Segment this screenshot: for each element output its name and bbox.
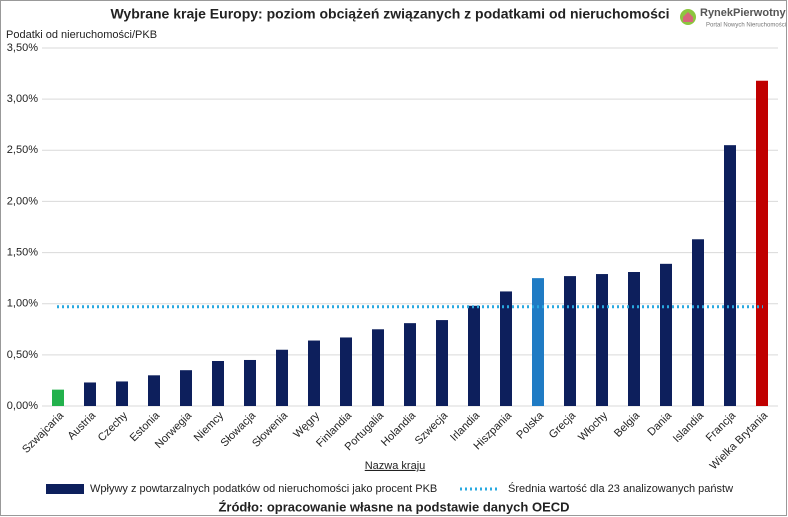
bar <box>212 360 224 406</box>
bar <box>436 320 448 406</box>
y-tick-label: 0,50% <box>7 349 38 361</box>
y-tick-label: 3,00% <box>7 93 38 105</box>
bar <box>660 263 672 406</box>
y-tick-label: 1,00% <box>7 298 38 310</box>
bar <box>340 337 352 406</box>
logo-subtitle: Portal Nowych Nieruchomości <box>706 23 786 29</box>
bar <box>308 340 320 406</box>
source: Źródło: opracowanie własne na podstawie … <box>218 499 569 514</box>
bar <box>756 80 768 406</box>
bar <box>372 329 384 406</box>
bar <box>564 276 576 406</box>
logo: RynekPierwotny Portal Nowych Nieruchomoś… <box>680 7 786 29</box>
bar <box>244 359 256 406</box>
bar <box>116 381 128 406</box>
chart-title: Wybrane kraje Europy: poziom obciążeń zw… <box>110 6 669 22</box>
bar <box>596 274 608 406</box>
bar <box>724 145 736 406</box>
bar <box>628 272 640 406</box>
bar <box>500 291 512 406</box>
legend-swatch <box>46 484 84 494</box>
y-axis-title: Podatki od nieruchomości/PKB <box>6 29 157 41</box>
bar <box>84 382 96 406</box>
legend-label: Średnia wartość dla 23 analizowanych pań… <box>508 482 733 495</box>
bar <box>52 389 64 406</box>
y-tick-label: 0,00% <box>7 400 38 412</box>
x-axis-title: Nazwa kraju <box>365 460 426 472</box>
bar <box>532 278 544 406</box>
bar <box>148 375 160 406</box>
y-tick-label: 3,50% <box>7 42 38 54</box>
legend-label: Wpływy z powtarzalnych podatków od nieru… <box>90 483 437 495</box>
bar <box>692 239 704 406</box>
bar <box>404 323 416 406</box>
y-tick-label: 1,50% <box>7 246 38 258</box>
y-tick-label: 2,00% <box>7 195 38 207</box>
logo-title: RynekPierwotny <box>700 7 786 19</box>
logo-house <box>683 12 693 22</box>
y-tick-label: 2,50% <box>7 144 38 156</box>
bar <box>468 305 480 406</box>
bar <box>276 349 288 406</box>
bar <box>180 370 192 406</box>
